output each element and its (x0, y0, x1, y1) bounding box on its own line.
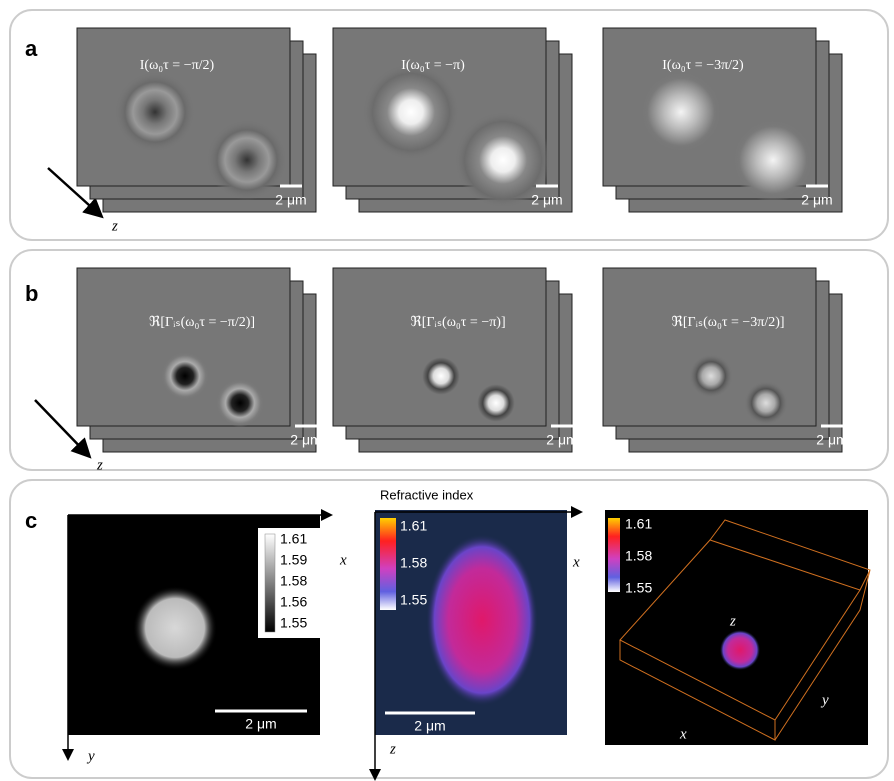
particle (426, 534, 538, 706)
colorbar-tick-label: 1.58 (625, 548, 652, 564)
scale-bar-label: 2 μm (546, 432, 577, 448)
axis-label: x (679, 726, 687, 742)
axis-label: z (729, 613, 736, 629)
colorbar-tick-label: 1.58 (400, 555, 427, 571)
panel-label: a (25, 36, 38, 61)
particle (207, 120, 287, 200)
particle (731, 118, 815, 202)
image-title: I(ω₀τ = −3π/2) (662, 58, 744, 73)
particle (720, 630, 760, 670)
colorbar-title: Refractive index (380, 487, 474, 502)
colorbar-tick-label: 1.61 (625, 516, 652, 532)
axis-label: y (820, 692, 829, 708)
particle (363, 64, 459, 160)
panel-label: b (25, 281, 38, 306)
image-title: ℜ[Γᵢₛ(ω₀τ = −π)] (410, 315, 505, 330)
colorbar-tick-label: 1.58 (280, 573, 307, 589)
figure: a z I(ω₀τ = −π/2) 2 μm I(ω₀τ = −π) 2 μm I(ω₀τ … (0, 0, 894, 781)
particle (216, 379, 264, 427)
colorbar-tick-label: 1.61 (280, 531, 307, 547)
image-title: I(ω₀τ = −π) (401, 58, 465, 73)
colorbar (608, 518, 620, 592)
colorbar-tick-label: 1.59 (280, 552, 307, 568)
image-title: ℜ[Γᵢₛ(ω₀τ = −π/2)] (149, 315, 255, 330)
particle (133, 586, 217, 670)
scale-bar-label: 2 μm (245, 716, 276, 732)
particle (689, 354, 733, 398)
image-title: ℜ[Γᵢₛ(ω₀τ = −3π/2)] (671, 315, 784, 330)
colorbar-tick-label: 1.55 (400, 592, 427, 608)
colorbar-tick-label: 1.61 (400, 518, 427, 534)
particle (115, 72, 195, 152)
axis-label: z (389, 741, 396, 757)
scale-bar-label: 2 μm (414, 718, 445, 734)
axis-label: y (86, 748, 95, 764)
panel-label: c (25, 508, 37, 533)
scale-bar-label: 2 μm (290, 432, 321, 448)
axis-label: x (339, 552, 347, 568)
colorbar (380, 518, 396, 610)
image-title: I(ω₀τ = −π/2) (140, 58, 215, 73)
colorbar-tick-label: 1.56 (280, 594, 307, 610)
scale-bar-label: 2 μm (816, 432, 847, 448)
scale-bar-label: 2 μm (801, 192, 832, 208)
particle (161, 352, 209, 400)
particle (419, 354, 463, 398)
axis-label: z (111, 218, 118, 234)
particle (744, 381, 788, 425)
colorbar (265, 534, 275, 632)
axis-label: z (96, 457, 103, 473)
axis-label: x (572, 554, 580, 570)
particle (474, 381, 518, 425)
colorbar-tick-label: 1.55 (280, 615, 307, 631)
scale-bar-label: 2 μm (531, 192, 562, 208)
image (605, 510, 868, 745)
scale-bar-label: 2 μm (275, 192, 306, 208)
particle (639, 70, 723, 154)
colorbar-tick-label: 1.55 (625, 580, 652, 596)
